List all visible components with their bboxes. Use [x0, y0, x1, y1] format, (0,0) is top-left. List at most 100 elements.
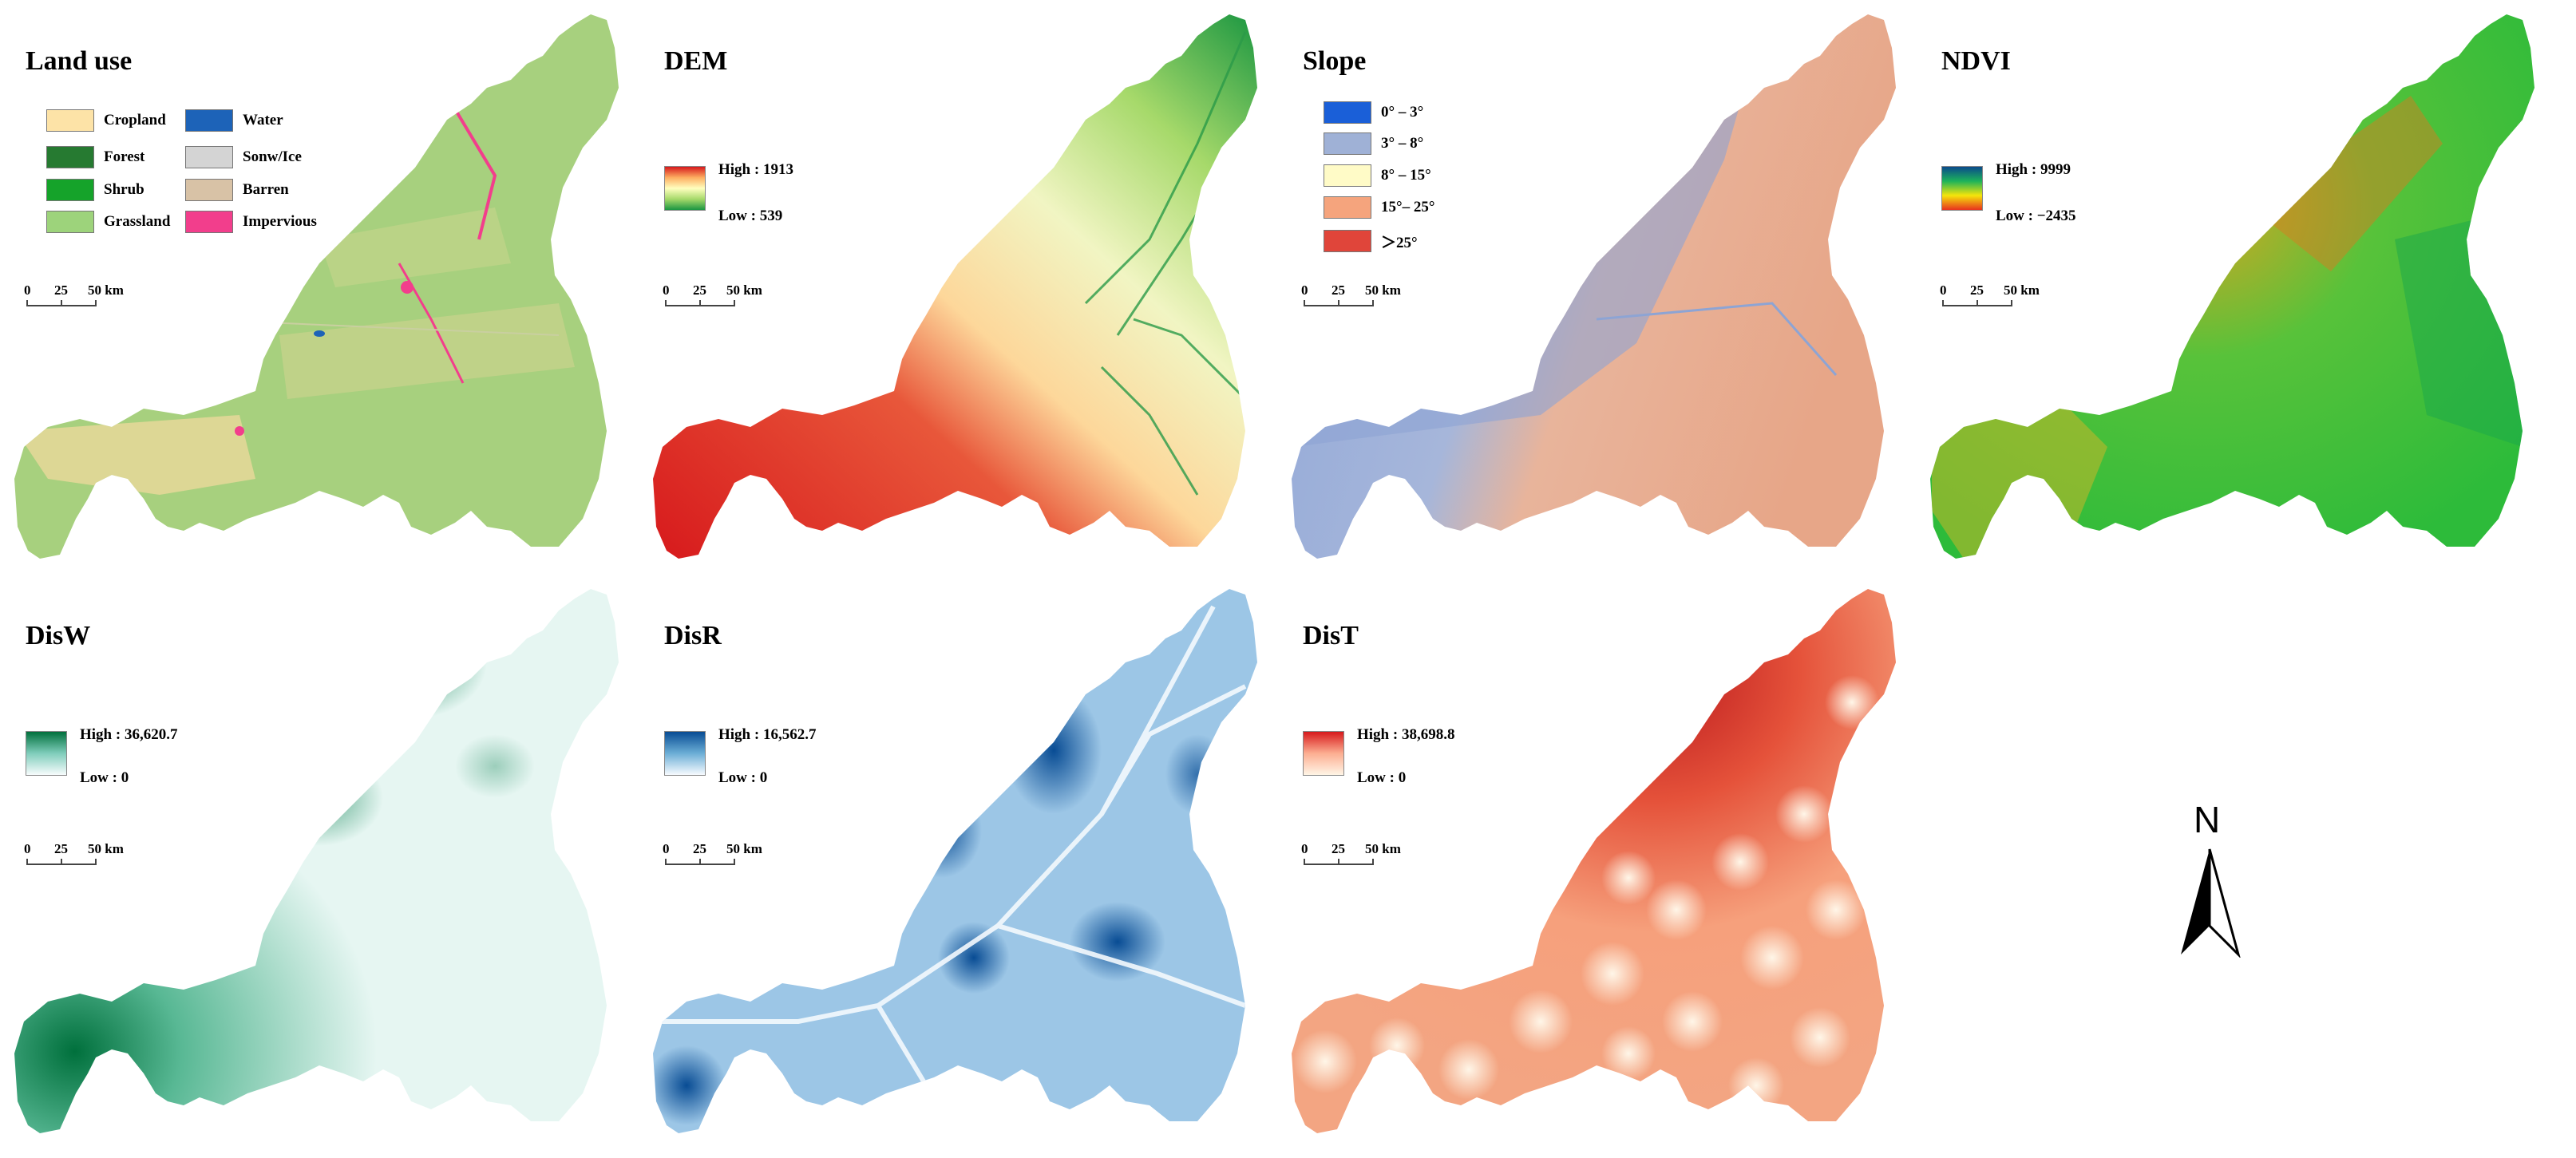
scale-label: 0 [1301, 283, 1308, 298]
scale-bar: 0 25 50 km [663, 841, 790, 873]
legend-label: Grassland [104, 213, 171, 230]
scale-label: 50 km [1365, 841, 1401, 856]
ndvi-map [1930, 14, 2534, 559]
scale-bar: 0 25 50 km [1940, 283, 2068, 314]
ndvi-color-ramp [1941, 166, 1983, 211]
disw-high-label: High : 36,620.7 [80, 726, 178, 743]
scale-label: 25 [54, 283, 68, 298]
scale-bar: 0 25 50 km [1301, 841, 1429, 873]
cropland-swatch [46, 109, 94, 132]
legend-label: Barren [243, 181, 289, 198]
slope-title: Slope [1303, 46, 1367, 76]
legend-item-impervious: Impervious [185, 211, 317, 233]
panel-dist: DisT High : 38,698.8 Low : 0 0 25 50 km [1277, 575, 1916, 1149]
legend-item-cropland: Cropland [46, 109, 166, 132]
panel-slope: Slope 0° – 3° 3° – 8° 8° – 15° 15°– 25° … [1277, 0, 1916, 575]
ndvi-low-label: Low : −2435 [1996, 207, 2076, 224]
landuse-map [14, 14, 619, 559]
disw-title: DisW [26, 621, 91, 650]
scale-label: 0 [663, 283, 670, 298]
north-label: N [2194, 799, 2221, 840]
panel-landuse: Land use Cropland Forest Shrub Grassland… [0, 0, 639, 575]
legend-item-grassland: Grassland [46, 211, 170, 233]
legend-item-water: Water [185, 109, 283, 132]
legend-item-shrub: Shrub [46, 179, 144, 201]
barren-swatch [185, 179, 233, 201]
legend-item-barren: Barren [185, 179, 289, 201]
scale-label: 25 [54, 841, 68, 856]
legend-label: Impervious [243, 213, 317, 230]
north-arrow: N [2171, 798, 2251, 958]
panel-dem: DEM High : 1913 Low : 539 0 25 50 km [639, 0, 1277, 575]
legend-item-slope-3-8: 3° – 8° [1324, 132, 1423, 155]
legend-label: Cropland [104, 112, 166, 128]
scale-label: 50 km [88, 841, 124, 856]
legend-item-slope-gt-25: ＞25° [1324, 230, 1418, 252]
ndvi-high-label: High : 9999 [1996, 161, 2071, 178]
ndvi-title: NDVI [1941, 46, 2011, 76]
scale-label: 0 [24, 283, 31, 298]
legend-item-snow-ice: Sonw/Ice [185, 146, 302, 168]
scale-label: 25 [1970, 283, 1984, 298]
panel-disw: DisW High : 36,620.7 Low : 0 0 25 50 km [0, 575, 639, 1149]
scale-label: 50 km [726, 283, 762, 298]
scale-label: 25 [1332, 841, 1345, 856]
landuse-title: Land use [26, 46, 133, 76]
disr-low-label: Low : 0 [718, 769, 768, 786]
disr-color-ramp [664, 731, 706, 776]
grassland-swatch [46, 211, 94, 233]
scale-label: 0 [24, 841, 31, 856]
scale-label: 0 [663, 841, 670, 856]
shrub-swatch [46, 179, 94, 201]
scale-label: 25 [693, 283, 706, 298]
legend-label: 15°– 25° [1381, 199, 1435, 215]
legend-label: Water [243, 112, 283, 128]
disr-title: DisR [664, 621, 722, 650]
scale-bar: 0 25 50 km [1301, 283, 1429, 314]
slope-swatch [1324, 101, 1371, 124]
legend-label: ＞25° [1381, 234, 1418, 251]
legend-label: 3° – 8° [1381, 135, 1424, 152]
disw-low-label: Low : 0 [80, 769, 129, 786]
slope-swatch [1324, 230, 1371, 252]
scale-bar: 0 25 50 km [24, 841, 152, 873]
legend-item-forest: Forest [46, 146, 144, 168]
dist-color-ramp [1303, 731, 1344, 776]
dem-high-label: High : 1913 [718, 161, 793, 178]
scale-label: 50 km [2004, 283, 2040, 298]
slope-swatch [1324, 196, 1371, 219]
scale-label: 50 km [88, 283, 124, 298]
dem-map [653, 14, 1257, 559]
scale-label: 0 [1940, 283, 1947, 298]
disr-high-label: High : 16,562.7 [718, 726, 817, 743]
forest-swatch [46, 146, 94, 168]
water-swatch [185, 109, 233, 132]
slope-map [1292, 14, 1896, 559]
scale-label: 25 [693, 841, 706, 856]
legend-label: 0° – 3° [1381, 104, 1424, 121]
legend-item-slope-15-25: 15°– 25° [1324, 196, 1434, 219]
disr-map [653, 589, 1257, 1133]
dist-map [1292, 589, 1896, 1133]
scale-label: 50 km [1365, 283, 1401, 298]
disw-color-ramp [26, 731, 67, 776]
dist-title: DisT [1303, 621, 1359, 650]
panel-ndvi: NDVI High : 9999 Low : −2435 0 25 50 km [1916, 0, 2554, 575]
scale-bar: 0 25 50 km [24, 283, 152, 314]
snow-ice-swatch [185, 146, 233, 168]
legend-label: Shrub [104, 181, 144, 198]
dist-high-label: High : 38,698.8 [1357, 726, 1455, 743]
legend-label: 8° – 15° [1381, 167, 1431, 184]
legend-label: Sonw/Ice [243, 148, 302, 165]
north-arrow-icon [2181, 848, 2241, 958]
dist-low-label: Low : 0 [1357, 769, 1407, 786]
impervious-swatch [185, 211, 233, 233]
panel-disr: DisR High : 16,562.7 Low : 0 0 25 50 km [639, 575, 1277, 1149]
dem-low-label: Low : 539 [718, 207, 783, 224]
scale-label: 50 km [726, 841, 762, 856]
slope-swatch [1324, 132, 1371, 155]
legend-item-slope-0-3: 0° – 3° [1324, 101, 1423, 124]
scale-bar: 0 25 50 km [663, 283, 790, 314]
disw-map [14, 589, 619, 1133]
slope-swatch [1324, 164, 1371, 187]
